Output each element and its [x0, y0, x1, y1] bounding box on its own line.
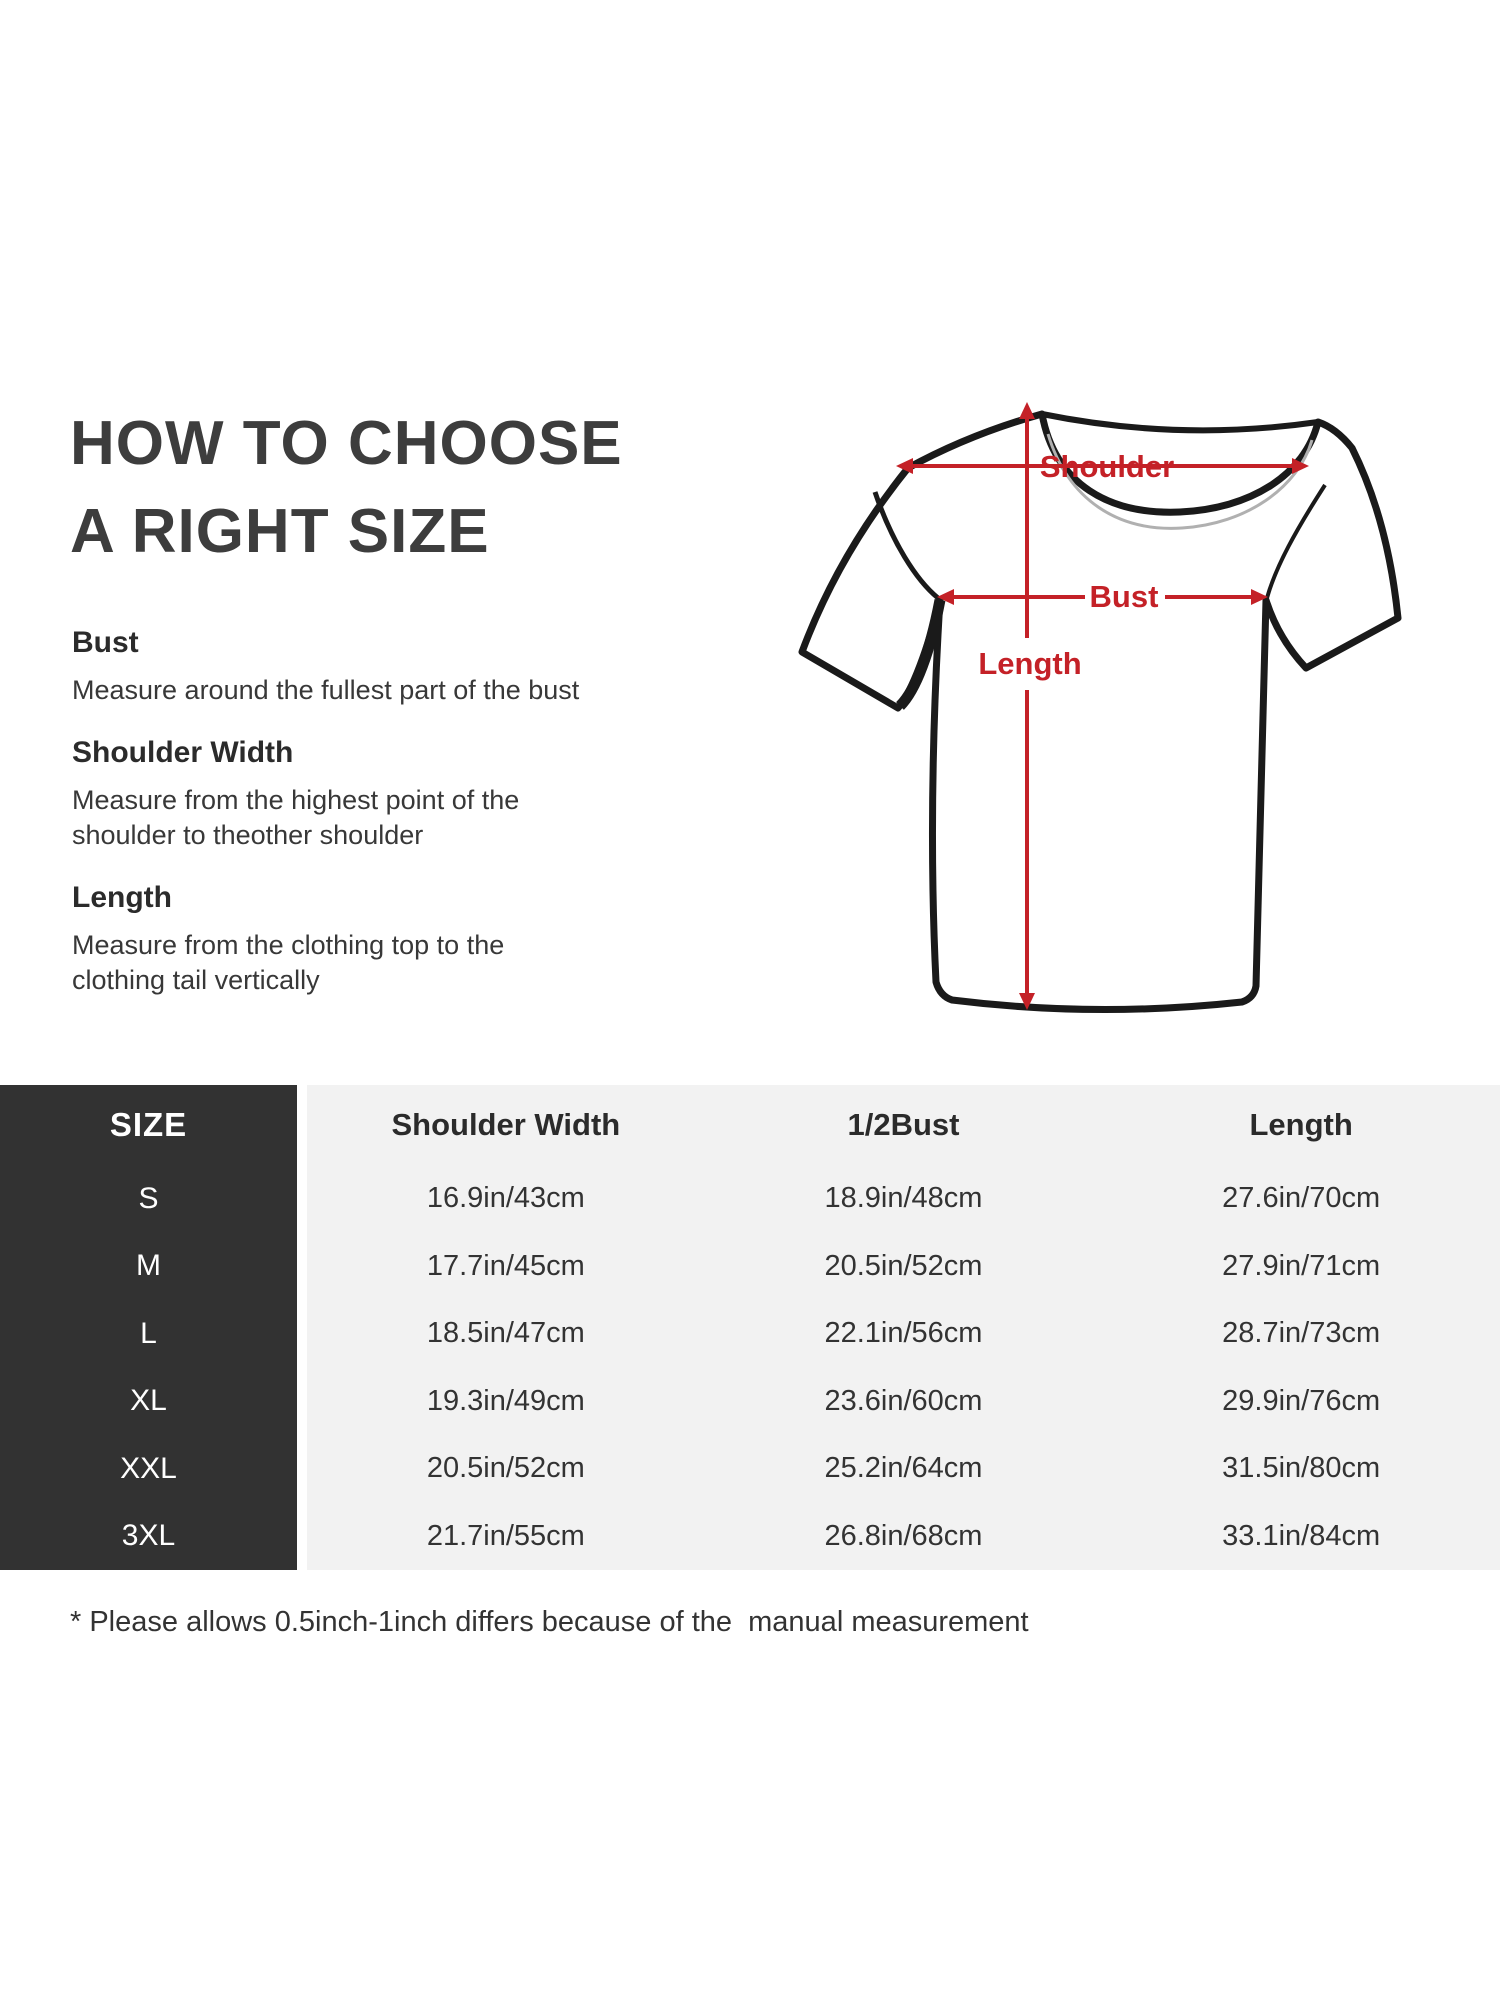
measurement-column-header: Length: [1249, 1107, 1353, 1142]
left-armpit-fold: [895, 598, 946, 710]
instruction-shoulder: Shoulder Width Measure from the highest …: [72, 736, 632, 853]
left-sleeve-seam: [872, 491, 940, 600]
tshirt-measure-diagram: Shoulder Bust Length: [780, 390, 1440, 1050]
tshirt-outline: [798, 410, 1402, 1014]
size-row-label: M: [136, 1249, 161, 1283]
measurements-columns: Shoulder Width 1/2Bust Length 16.9in/43cm 18…: [307, 1085, 1500, 1570]
instruction-bust-heading: Bust: [72, 626, 139, 659]
instruction-length: Length Measure from the clothing top to …: [72, 881, 632, 998]
page-title-line1: HOW TO CHOOSE: [70, 409, 623, 478]
instruction-bust-text: Measure around the fullest part of the b…: [72, 675, 580, 705]
shoulder-label: Shoulder: [1040, 449, 1174, 484]
instruction-shoulder-heading: Shoulder Width: [72, 736, 294, 769]
measurement-column-header: Shoulder Width: [391, 1107, 621, 1142]
length-label: Length: [978, 646, 1081, 681]
shoulder-width-cell: 20.5in/52cm: [426, 1452, 585, 1485]
instruction-length-heading: Length: [72, 881, 172, 914]
instruction-length-text: clothing tail vertically: [72, 965, 320, 995]
measurement-column-header: 1/2Bust: [847, 1107, 960, 1142]
half-bust-cell: 26.8in/68cm: [824, 1519, 983, 1552]
instruction-bust: Bust Measure around the fullest part of …: [72, 626, 632, 708]
right-sleeve-seam: [1265, 483, 1327, 599]
shoulder-width-cell: 16.9in/43cm: [426, 1182, 585, 1215]
size-row-label: XXL: [120, 1451, 177, 1485]
half-bust-cell: 18.9in/48cm: [824, 1182, 983, 1215]
shoulder-width-cell: 21.7in/55cm: [426, 1519, 585, 1552]
length-arrow: [1019, 402, 1035, 1010]
length-cell: 27.6in/70cm: [1222, 1182, 1381, 1215]
length-cell: 29.9in/76cm: [1222, 1384, 1381, 1417]
bust-arrow: [937, 589, 1268, 605]
collar-top-line: [1041, 411, 1319, 434]
bust-label: Bust: [1090, 579, 1159, 614]
shoulder-width-cell: 19.3in/49cm: [426, 1384, 585, 1417]
size-column-header: SIZE: [109, 1106, 188, 1143]
shoulder-width-cell: 18.5in/47cm: [426, 1317, 585, 1350]
length-cell: 33.1in/84cm: [1222, 1519, 1381, 1552]
half-bust-cell: 23.6in/60cm: [824, 1384, 983, 1417]
instruction-length-text: Measure from the clothing top to the: [72, 930, 505, 960]
tshirt-diagram-svg: Shoulder Bust Length: [798, 402, 1402, 1014]
half-bust-cell: 25.2in/64cm: [824, 1452, 983, 1485]
shoulder-arrow: [896, 458, 1309, 474]
shoulder-width-cell: 17.7in/45cm: [426, 1249, 585, 1282]
length-cell: 28.7in/73cm: [1222, 1317, 1381, 1350]
half-bust-cell: 22.1in/56cm: [824, 1317, 983, 1350]
size-chart-table: SIZE S M L XL XXL 3XL Shoulder Width 1/2Bust Len…: [0, 1085, 1500, 1570]
size-row-label: XL: [130, 1384, 167, 1418]
length-cell: 27.9in/71cm: [1222, 1249, 1381, 1282]
size-row-label: S: [138, 1181, 159, 1215]
length-cell: 31.5in/80cm: [1222, 1452, 1381, 1485]
instruction-shoulder-text: Measure from the highest point of the: [72, 785, 520, 815]
size-column: SIZE S M L XL XXL 3XL: [0, 1085, 297, 1570]
page-title: HOW TO CHOOSE A RIGHT SIZE: [70, 400, 623, 576]
collar-shadow-line: [1046, 433, 1314, 530]
instruction-shoulder-text: shoulder to theother shoulder: [72, 820, 424, 850]
measure-instructions: Bust Measure around the fullest part of …: [72, 626, 632, 1026]
measurement-footnote: * Please allows 0.5inch-1inch differs be…: [70, 1606, 1029, 1638]
page-title-line2: A RIGHT SIZE: [70, 497, 490, 566]
half-bust-cell: 20.5in/52cm: [824, 1249, 983, 1282]
size-row-label: L: [140, 1316, 157, 1350]
size-row-label: 3XL: [121, 1519, 176, 1553]
